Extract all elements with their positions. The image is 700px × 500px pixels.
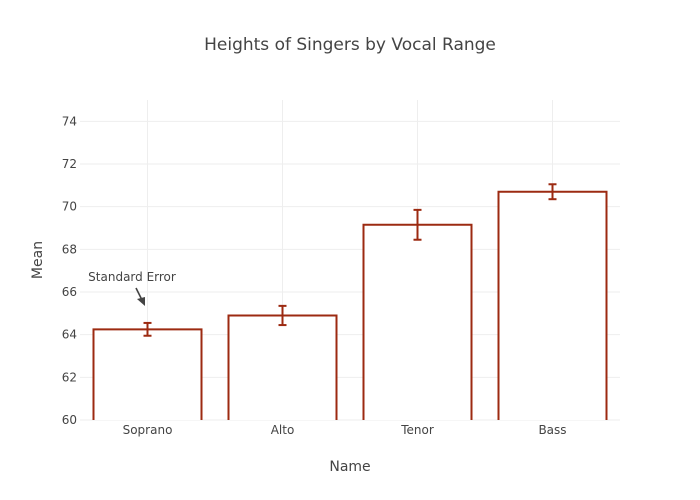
bar-layer bbox=[92, 190, 608, 420]
y-tick-label: 74 bbox=[62, 114, 77, 128]
y-tick-label: 66 bbox=[62, 285, 77, 299]
x-tick-layer: Soprano Alto Tenor Bass bbox=[123, 423, 567, 437]
x-tick-label: Tenor bbox=[400, 423, 434, 437]
annotation-layer: Standard Error bbox=[88, 270, 176, 306]
y-tick-label: 72 bbox=[62, 157, 77, 171]
bar-soprano bbox=[92, 328, 203, 420]
annotation-label: Standard Error bbox=[88, 270, 176, 284]
y-tick-label: 60 bbox=[62, 413, 77, 427]
y-tick-label: 64 bbox=[62, 328, 77, 342]
x-tick-label: Soprano bbox=[123, 423, 173, 437]
chart-title: Heights of Singers by Vocal Range bbox=[204, 35, 496, 55]
bar-alto bbox=[227, 314, 338, 420]
bar-bass bbox=[497, 190, 608, 420]
bar-tenor bbox=[362, 223, 473, 420]
x-tick-label: Bass bbox=[538, 423, 566, 437]
error-layer bbox=[143, 183, 557, 337]
y-tick-label: 70 bbox=[62, 200, 77, 214]
y-tick-label: 62 bbox=[62, 370, 77, 384]
x-axis-title: Name bbox=[329, 459, 370, 475]
x-tick-label: Alto bbox=[271, 423, 295, 437]
annotation-arrow-head bbox=[137, 297, 145, 306]
y-tick-layer: 60 62 64 66 68 70 72 74 bbox=[62, 114, 77, 427]
y-axis-title: Mean bbox=[30, 241, 46, 279]
y-tick-label: 68 bbox=[62, 242, 77, 256]
